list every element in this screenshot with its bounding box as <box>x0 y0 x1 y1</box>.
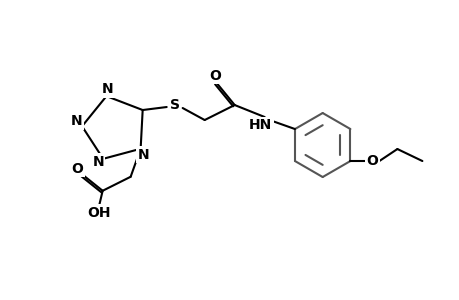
Text: N: N <box>92 155 104 169</box>
Text: O: O <box>72 162 84 176</box>
Text: HN: HN <box>248 118 272 132</box>
Text: N: N <box>101 82 113 96</box>
Text: N: N <box>138 148 149 162</box>
Text: O: O <box>209 69 221 83</box>
Text: N: N <box>71 114 83 128</box>
Text: S: S <box>169 98 179 112</box>
Text: OH: OH <box>87 206 110 220</box>
Text: O: O <box>366 154 377 168</box>
